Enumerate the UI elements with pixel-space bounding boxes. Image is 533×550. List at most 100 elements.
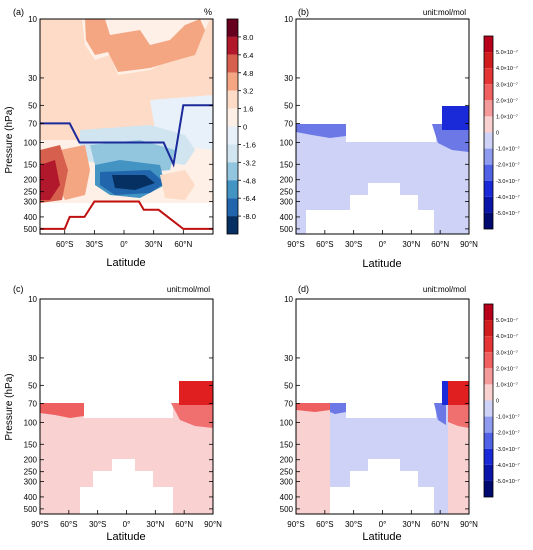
panel-a-x-ticks: 60°S 30°S 0° 30°N 60°N <box>56 230 193 249</box>
y-tick-label: 100 <box>280 419 294 428</box>
y-tick-label: 10 <box>284 15 293 24</box>
y-tick-label: 30 <box>28 74 37 83</box>
colorbar-label: -8.0 <box>243 212 256 221</box>
colorbar-label: 5.0×10⁻⁷ <box>496 49 518 56</box>
y-tick-label: 150 <box>24 160 38 169</box>
colorbar-label: -1.6 <box>243 140 256 149</box>
colorbar-segment <box>484 480 493 497</box>
y-tick-label: 300 <box>280 477 294 486</box>
colorbar-segment <box>227 72 238 91</box>
colorbar-label: -6.4 <box>243 194 256 203</box>
panel-c-positive-region <box>40 403 213 514</box>
x-tick-label: 60°S <box>316 240 333 249</box>
colorbar-segment <box>484 212 493 229</box>
colorbar-segment <box>227 162 238 181</box>
y-tick-label: 300 <box>24 477 38 486</box>
colorbar-label: 3.0×10⁻⁷ <box>496 349 518 356</box>
panel-b-x-ticks: 90°S 60°S 30°S 0° 30°N 60°N 90°N <box>287 230 478 249</box>
colorbar-segment <box>227 126 238 145</box>
colorbar-segment <box>227 36 238 55</box>
panel-c-ylabel: Pressure (hPa) <box>4 373 15 440</box>
colorbar-label: 1.0×10⁻⁷ <box>496 381 518 388</box>
colorbar-label: 3.0×10⁻⁷ <box>496 81 518 88</box>
x-tick-label: 0° <box>379 240 387 249</box>
panel-a-heatmap <box>40 19 213 234</box>
y-tick-label: 50 <box>28 381 37 390</box>
colorbar-segment <box>484 164 493 181</box>
x-tick-label: 30°N <box>145 240 163 249</box>
y-tick-label: 30 <box>284 74 293 83</box>
x-tick-label: 0° <box>120 240 128 249</box>
y-tick-label: 100 <box>280 139 294 148</box>
panel-c-south-anomaly <box>40 403 84 418</box>
colorbar-label: -5.0×10⁻⁷ <box>496 210 520 217</box>
y-tick-label: 200 <box>24 176 38 185</box>
panel-a: (a) % Pressure (hPa) Latitude 1030507010… <box>4 7 256 269</box>
x-tick-label: 30°S <box>345 520 362 529</box>
y-tick-label: 200 <box>24 456 38 465</box>
colorbar-segment <box>227 144 238 163</box>
y-tick-label: 200 <box>280 176 294 185</box>
x-tick-label: 0° <box>379 520 387 529</box>
colorbar-label: 0 <box>496 399 499 405</box>
panel-c-north-anomaly <box>171 403 213 428</box>
y-tick-label: 250 <box>280 188 294 197</box>
panel-a-tropopause-line <box>40 104 213 168</box>
panel-a-ylabel: Pressure (hPa) <box>4 106 15 173</box>
y-tick-label: 10 <box>28 15 37 24</box>
colorbar-segment <box>484 464 493 481</box>
x-tick-label: 60°N <box>431 520 449 529</box>
x-tick-label: 30°S <box>345 240 362 249</box>
colorbar-segment <box>484 116 493 133</box>
y-tick-label: 100 <box>24 139 38 148</box>
panel-d-negative-region <box>296 403 469 514</box>
x-tick-label: 90°N <box>460 520 478 529</box>
y-tick-label: 500 <box>24 505 38 514</box>
colorbar-label: 4.0×10⁻⁷ <box>496 65 518 72</box>
colorbar-segment <box>484 132 493 149</box>
colorbar-label: 2.0×10⁻⁷ <box>496 365 518 372</box>
colorbar-segment <box>484 416 493 433</box>
colorbar-label: -2.0×10⁻⁷ <box>496 162 520 169</box>
panel-c-label: (c) <box>13 284 24 294</box>
panel-d-north-negative-anomaly <box>434 403 446 425</box>
y-tick-label: 30 <box>28 354 37 363</box>
y-tick-label: 50 <box>28 101 37 110</box>
colorbar-label: 0 <box>243 123 247 132</box>
colorbar-label: 3.2 <box>243 87 253 96</box>
colorbar-label: -1.0×10⁻⁷ <box>496 414 520 421</box>
panel-d-unit: unit:mol/mol <box>423 285 466 294</box>
colorbar-segment <box>484 84 493 101</box>
colorbar-label: 8.0 <box>243 33 253 42</box>
panel-b-colorbar: 5.0×10⁻⁷ 4.0×10⁻⁷ 3.0×10⁻⁷ 2.0×10⁻⁷ 1.0×10⁻⁷… <box>483 35 520 230</box>
x-tick-label: 0° <box>123 520 131 529</box>
colorbar-segment <box>484 36 493 53</box>
y-tick-label: 500 <box>280 505 294 514</box>
panel-b-xlabel: Latitude <box>362 258 401 270</box>
colorbar-segment <box>484 336 493 353</box>
colorbar-label: -4.8 <box>243 176 256 185</box>
colorbar-label: -2.0×10⁻⁷ <box>496 430 520 437</box>
colorbar-label: -3.2 <box>243 158 256 167</box>
colorbar-label: -1.0×10⁻⁷ <box>496 146 520 153</box>
panel-d-x-ticks: 90°S 60°S 30°S 0° 30°N 60°N 90°N <box>287 510 478 529</box>
colorbar-label: -4.0×10⁻⁷ <box>496 462 520 469</box>
panel-d-south-positive <box>296 403 330 514</box>
colorbar-segment <box>227 216 238 234</box>
x-tick-label: 90°S <box>287 520 304 529</box>
panel-d-label: (d) <box>298 284 309 294</box>
x-tick-label: 30°N <box>402 240 420 249</box>
colorbar-segment <box>484 196 493 213</box>
colorbar-frame <box>483 303 494 498</box>
y-tick-label: 70 <box>28 119 37 128</box>
y-tick-label: 400 <box>24 213 38 222</box>
colorbar-label: -3.0×10⁻⁷ <box>496 446 520 453</box>
y-tick-label: 500 <box>280 225 294 234</box>
colorbar-segment <box>227 198 238 217</box>
panel-d-colorbar: 5.0×10⁻⁷ 4.0×10⁻⁷ 3.0×10⁻⁷ 2.0×10⁻⁷ 1.0×10⁻⁷… <box>483 303 520 498</box>
colorbar-label: 4.8 <box>243 69 253 78</box>
panel-d-south-anomaly <box>296 403 330 412</box>
panel-d: (d) unit:mol/mol Latitude 10 30 50 70 100 150… <box>280 284 520 543</box>
colorbar-segment <box>484 100 493 117</box>
